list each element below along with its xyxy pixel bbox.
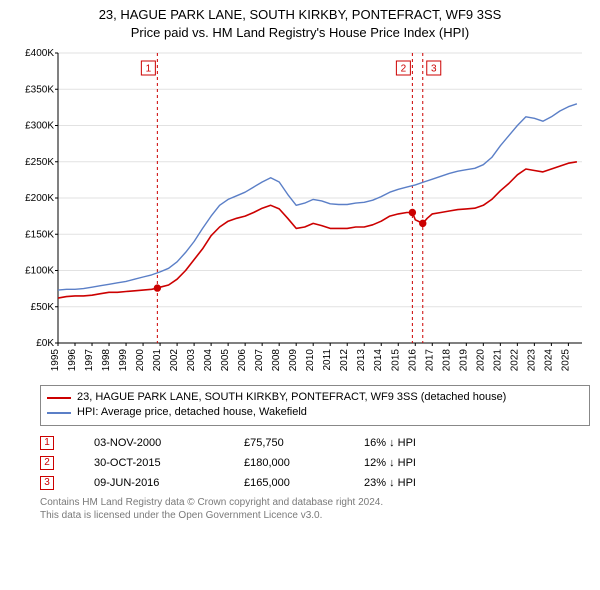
marker-price: £165,000 [244, 477, 324, 489]
svg-text:1996: 1996 [67, 349, 78, 372]
svg-text:2013: 2013 [356, 349, 367, 372]
marker-date: 30-OCT-2015 [94, 457, 204, 469]
svg-text:2018: 2018 [441, 349, 452, 372]
svg-text:£300K: £300K [25, 121, 54, 132]
svg-text:£50K: £50K [31, 302, 55, 313]
svg-text:2006: 2006 [237, 349, 248, 372]
svg-text:2: 2 [401, 64, 407, 75]
svg-text:2025: 2025 [560, 349, 571, 372]
chart-container: 23, HAGUE PARK LANE, SOUTH KIRKBY, PONTE… [0, 0, 600, 531]
svg-text:2007: 2007 [254, 349, 265, 372]
svg-text:2011: 2011 [322, 349, 333, 371]
marker-delta: 23% ↓ HPI [364, 477, 484, 489]
footnote-line-2: This data is licensed under the Open Gov… [40, 509, 590, 523]
chart-area: £0K £50K £100K £150K £200K £250K £300K £350K £40… [10, 47, 590, 377]
svg-text:1: 1 [146, 64, 152, 75]
marker-row: 1 03-NOV-2000 £75,750 16% ↓ HPI [40, 436, 590, 450]
svg-text:£0K: £0K [36, 338, 54, 349]
legend-swatch [47, 412, 71, 414]
svg-text:1998: 1998 [101, 349, 112, 372]
svg-text:2017: 2017 [424, 349, 435, 372]
svg-text:2024: 2024 [543, 349, 554, 372]
svg-text:2021: 2021 [492, 349, 503, 372]
legend-swatch [47, 397, 71, 399]
markers-table: 1 03-NOV-2000 £75,750 16% ↓ HPI 2 30-OCT-2015… [40, 436, 590, 490]
svg-text:2005: 2005 [220, 349, 231, 372]
svg-text:2010: 2010 [305, 349, 316, 372]
line-chart-svg: £0K £50K £100K £150K £200K £250K £300K £350K £40… [10, 47, 590, 377]
title-line-2: Price paid vs. HM Land Registry's House … [0, 24, 600, 42]
title-line-1: 23, HAGUE PARK LANE, SOUTH KIRKBY, PONTE… [0, 6, 600, 24]
svg-text:£250K: £250K [25, 157, 54, 168]
legend-item: HPI: Average price, detached house, Wake… [47, 405, 583, 420]
marker-price: £75,750 [244, 437, 324, 449]
svg-text:2000: 2000 [135, 349, 146, 372]
svg-text:2015: 2015 [390, 349, 401, 372]
svg-text:£200K: £200K [25, 193, 54, 204]
svg-text:2003: 2003 [186, 349, 197, 372]
svg-text:£350K: £350K [25, 84, 54, 95]
svg-text:£150K: £150K [25, 229, 54, 240]
legend-label: 23, HAGUE PARK LANE, SOUTH KIRKBY, PONTE… [77, 390, 506, 405]
footnote: Contains HM Land Registry data © Crown c… [40, 496, 590, 523]
title-block: 23, HAGUE PARK LANE, SOUTH KIRKBY, PONTE… [0, 6, 600, 41]
svg-text:2001: 2001 [152, 349, 163, 372]
legend: 23, HAGUE PARK LANE, SOUTH KIRKBY, PONTE… [40, 385, 590, 426]
marker-badge: 3 [40, 476, 54, 490]
marker-badge: 2 [40, 456, 54, 470]
svg-text:3: 3 [431, 64, 437, 75]
marker-price: £180,000 [244, 457, 324, 469]
marker-date: 09-JUN-2016 [94, 477, 204, 489]
marker-row: 2 30-OCT-2015 £180,000 12% ↓ HPI [40, 456, 590, 470]
legend-item: 23, HAGUE PARK LANE, SOUTH KIRKBY, PONTE… [47, 390, 583, 405]
svg-text:2008: 2008 [271, 349, 282, 372]
svg-text:2004: 2004 [203, 349, 214, 372]
svg-text:2019: 2019 [458, 349, 469, 372]
footnote-line-1: Contains HM Land Registry data © Crown c… [40, 496, 590, 510]
svg-text:2014: 2014 [373, 349, 384, 372]
svg-text:£100K: £100K [25, 266, 54, 277]
svg-text:2016: 2016 [407, 349, 418, 372]
svg-text:2009: 2009 [288, 349, 299, 372]
marker-delta: 12% ↓ HPI [364, 457, 484, 469]
marker-badge: 1 [40, 436, 54, 450]
legend-label: HPI: Average price, detached house, Wake… [77, 405, 307, 420]
marker-delta: 16% ↓ HPI [364, 437, 484, 449]
svg-text:1999: 1999 [118, 349, 129, 372]
svg-text:1995: 1995 [50, 349, 61, 372]
marker-date: 03-NOV-2000 [94, 437, 204, 449]
svg-text:2002: 2002 [169, 349, 180, 372]
svg-text:1997: 1997 [84, 349, 95, 372]
svg-text:2012: 2012 [339, 349, 350, 372]
marker-row: 3 09-JUN-2016 £165,000 23% ↓ HPI [40, 476, 590, 490]
svg-text:£400K: £400K [25, 48, 54, 59]
svg-text:2023: 2023 [526, 349, 537, 372]
svg-text:2020: 2020 [475, 349, 486, 372]
svg-text:2022: 2022 [509, 349, 520, 372]
